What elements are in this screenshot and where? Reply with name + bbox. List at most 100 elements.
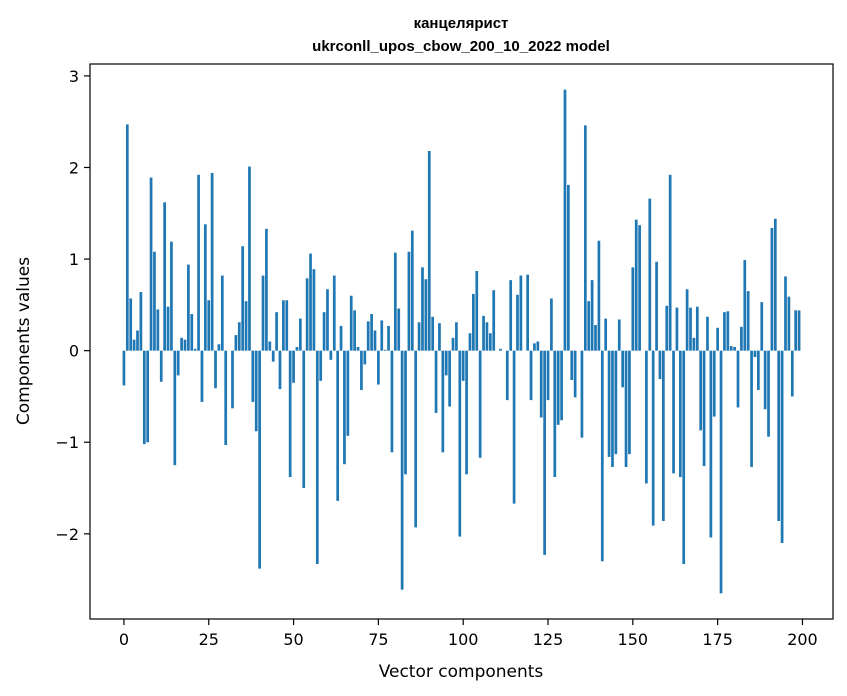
bar [472, 293, 475, 351]
bar [668, 174, 672, 351]
y-tick-label: 0 [69, 342, 79, 361]
bar [665, 305, 669, 351]
bar [214, 350, 217, 389]
bar [468, 333, 472, 351]
bar [217, 344, 221, 351]
bar [132, 339, 136, 351]
x-tick-label: 75 [368, 630, 388, 649]
bar [560, 350, 563, 421]
bar [621, 350, 625, 388]
bar [380, 320, 384, 351]
x-tick-label: 150 [618, 630, 649, 649]
bar [231, 350, 234, 409]
bar [485, 322, 489, 351]
bar [624, 350, 628, 467]
x-tick-label: 200 [787, 630, 818, 649]
chart-title-line2: ukrconll_upos_cbow_200_10_2022 model [312, 38, 610, 55]
bar [767, 350, 770, 437]
bar [580, 350, 584, 438]
bar [200, 350, 204, 402]
bar [719, 350, 723, 594]
bar [149, 177, 153, 351]
bar [482, 315, 485, 351]
bar [265, 228, 268, 351]
bar [617, 319, 621, 351]
y-axis-label: Components values [14, 257, 34, 425]
bar [295, 347, 299, 351]
bar [180, 337, 183, 351]
bar [702, 350, 706, 467]
bar [516, 294, 519, 351]
bar [662, 350, 665, 522]
bar [183, 339, 187, 351]
bar [736, 350, 740, 408]
bar [441, 350, 445, 453]
bar [675, 307, 679, 351]
bar [159, 350, 163, 382]
bar [370, 314, 373, 351]
bar [628, 350, 631, 455]
bar [146, 350, 150, 443]
x-axis-label: Vector components [379, 662, 544, 682]
bar [729, 346, 733, 351]
bar [404, 350, 407, 475]
y-axis: −2 −1 0 1 2 3 [55, 67, 90, 544]
bar [282, 300, 285, 351]
bar [590, 280, 594, 351]
bar [153, 251, 156, 351]
bar [203, 224, 207, 351]
bar [648, 198, 652, 351]
y-tick-label: 1 [69, 250, 79, 269]
bar [139, 292, 143, 351]
bar [431, 316, 435, 351]
bar [241, 246, 245, 351]
bar [275, 312, 278, 351]
bar [567, 184, 570, 351]
bar [604, 318, 608, 351]
bar [234, 335, 238, 351]
bar [512, 350, 516, 504]
bar [193, 348, 197, 351]
bar [237, 322, 241, 351]
bar [427, 151, 431, 351]
bar [207, 300, 211, 351]
bar [312, 269, 316, 351]
bar [407, 251, 411, 351]
bar [600, 350, 604, 562]
bar [685, 289, 689, 351]
chart-title-line1: канцелярист [414, 15, 509, 32]
bar [597, 240, 601, 351]
bar [343, 350, 346, 465]
x-tick-label: 25 [199, 630, 219, 649]
x-axis: 0 25 50 75 100 125 150 175 200 [119, 619, 818, 649]
bar [122, 350, 126, 386]
bar [349, 295, 353, 351]
plot-frame [89, 63, 834, 620]
bar [706, 316, 709, 351]
bar [309, 253, 312, 351]
bar [770, 227, 774, 351]
bar [553, 350, 557, 478]
bar [319, 350, 323, 381]
bar [438, 323, 441, 351]
bar [475, 270, 479, 351]
bar [488, 333, 492, 351]
bar [410, 230, 414, 351]
bar [451, 337, 455, 351]
bar [787, 296, 791, 351]
bar [173, 350, 177, 466]
bar [210, 172, 214, 351]
y-tick-label: −1 [55, 433, 79, 452]
bar [773, 218, 777, 351]
bar [329, 350, 333, 360]
bar [638, 225, 641, 351]
bar [499, 348, 502, 351]
bar [346, 350, 350, 436]
bar [444, 350, 448, 376]
bar [587, 301, 591, 351]
bar [750, 350, 753, 467]
bar [373, 330, 377, 351]
bar [387, 325, 390, 351]
bar [187, 264, 190, 351]
bar [322, 312, 326, 351]
